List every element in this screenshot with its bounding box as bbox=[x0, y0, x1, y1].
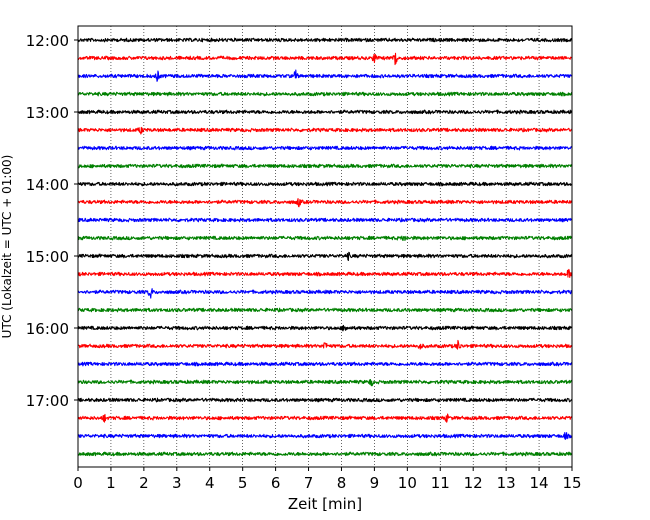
trace-line bbox=[77, 109, 573, 115]
trace-line bbox=[77, 37, 573, 43]
y-tick-label: 13:00 bbox=[26, 104, 69, 122]
y-axis-ticks: 12:00 13:00 14:00 15:00 16:00 17:00 bbox=[26, 32, 78, 410]
y-tick-label: 14:00 bbox=[26, 176, 69, 194]
x-tick-label: 0 bbox=[73, 474, 83, 492]
trace-line bbox=[77, 198, 573, 208]
trace-line bbox=[77, 324, 573, 332]
x-tick-label: 10 bbox=[398, 474, 417, 492]
x-axis-ticks: 0 1 2 3 4 5 6 7 8 9 10 11 12 13 14 15 bbox=[73, 467, 582, 492]
trace-line bbox=[77, 378, 573, 387]
plot-frame bbox=[77, 25, 573, 468]
y-tick-label: 15:00 bbox=[26, 248, 69, 266]
trace-line bbox=[77, 91, 573, 97]
x-axis-label: Zeit [min] bbox=[288, 495, 362, 513]
x-tick-label: 7 bbox=[304, 474, 314, 492]
x-tick-label: 12 bbox=[464, 474, 483, 492]
x-tick-label: 13 bbox=[497, 474, 516, 492]
trace-line bbox=[77, 251, 573, 262]
trace-line bbox=[77, 268, 573, 279]
trace-line bbox=[77, 217, 573, 223]
seismic-traces bbox=[77, 37, 573, 457]
trace-line bbox=[77, 432, 573, 440]
x-tick-label: 6 bbox=[271, 474, 281, 492]
x-tick-label: 9 bbox=[370, 474, 380, 492]
y-tick-label: 16:00 bbox=[26, 320, 69, 338]
trace-line bbox=[77, 288, 573, 299]
x-tick-label: 14 bbox=[530, 474, 549, 492]
trace-line bbox=[77, 145, 573, 151]
x-tick-label: 4 bbox=[205, 474, 215, 492]
x-tick-label: 2 bbox=[139, 474, 149, 492]
trace-line bbox=[77, 307, 573, 313]
trace-line bbox=[77, 52, 573, 66]
trace-line bbox=[77, 451, 573, 457]
y-tick-label: 12:00 bbox=[26, 32, 69, 50]
x-tick-label: 11 bbox=[431, 474, 450, 492]
trace-line bbox=[77, 126, 573, 135]
x-tick-label: 3 bbox=[172, 474, 182, 492]
x-tick-label: 15 bbox=[562, 474, 581, 492]
x-tick-label: 5 bbox=[238, 474, 248, 492]
trace-line bbox=[77, 181, 573, 187]
y-axis-label: UTC (Lokalzeit = UTC + 01:00) bbox=[0, 155, 14, 339]
trace-line bbox=[77, 235, 573, 242]
trace-line bbox=[77, 361, 573, 367]
trace-line bbox=[77, 413, 573, 423]
x-tick-label: 8 bbox=[337, 474, 347, 492]
x-tick-label: 1 bbox=[106, 474, 116, 492]
y-tick-label: 17:00 bbox=[26, 392, 69, 410]
trace-line bbox=[77, 69, 573, 82]
trace-line bbox=[77, 163, 573, 169]
trace-line bbox=[77, 397, 573, 403]
trace-line bbox=[77, 339, 573, 350]
